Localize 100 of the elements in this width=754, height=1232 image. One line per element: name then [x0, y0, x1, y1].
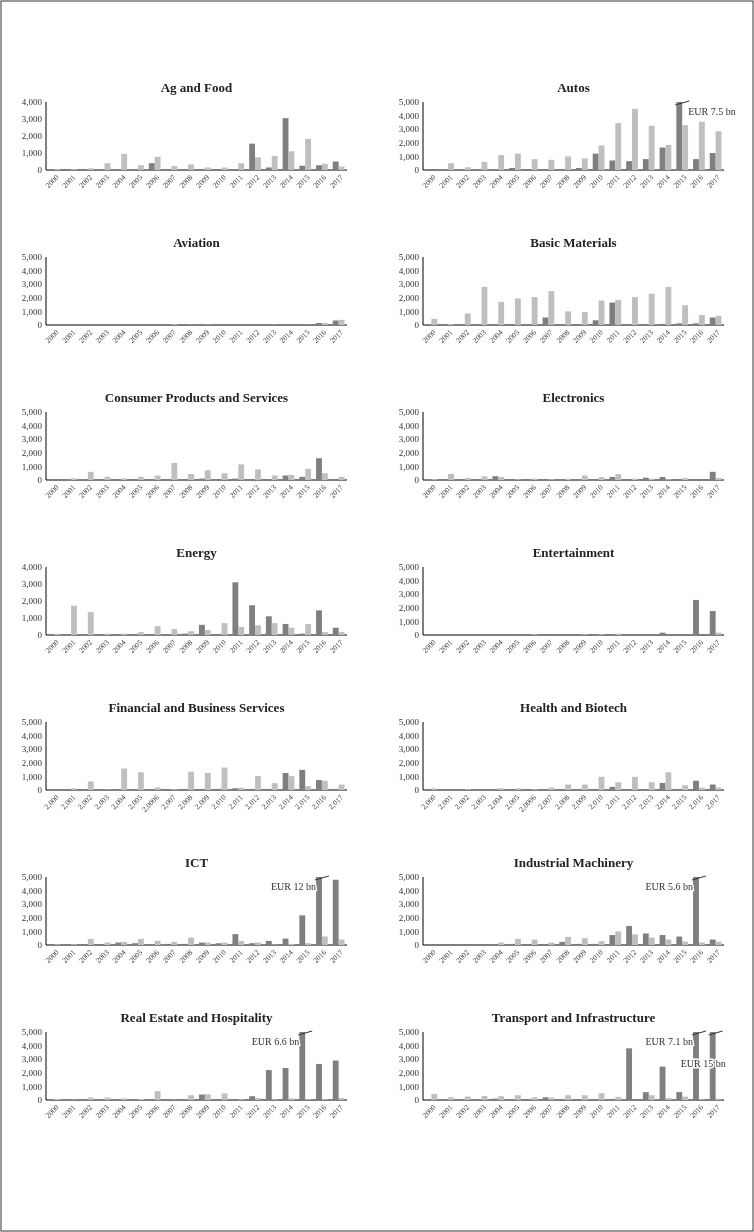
y-tick-label: 2,000 — [398, 912, 420, 923]
bar — [464, 477, 471, 480]
bar — [316, 458, 322, 480]
chart-title: Autos — [557, 80, 590, 95]
y-tick-label: 1,000 — [21, 926, 43, 937]
y-tick-label: 1,000 — [398, 461, 420, 472]
bar — [238, 464, 245, 480]
y-tick-label: 4,000 — [398, 110, 420, 121]
y-tick-label: 2,000 — [398, 292, 420, 303]
chart-title: Consumer Products and Services — [104, 390, 289, 405]
y-tick-label: 0 — [37, 785, 43, 796]
bar — [531, 159, 538, 170]
y-tick-label: 5,000 — [398, 717, 420, 728]
y-tick-label: 3,000 — [398, 434, 420, 445]
bar — [332, 1060, 339, 1100]
bar — [87, 938, 94, 945]
bar — [316, 780, 322, 790]
y-tick-label: 5,000 — [398, 1027, 420, 1038]
bar — [332, 879, 339, 945]
y-tick-label: 5,000 — [21, 717, 43, 728]
bar — [648, 782, 655, 790]
y-tick-label: 5,000 — [398, 562, 420, 573]
y-tick-label: 1,000 — [21, 461, 43, 472]
chart-title: Health and Biotech — [520, 700, 628, 715]
y-tick-label: 3,000 — [21, 434, 43, 445]
y-tick-label: 4,000 — [398, 575, 420, 586]
bar — [615, 931, 622, 945]
bar — [188, 473, 194, 480]
chart-title: Real Estate and Hospitality — [120, 1010, 274, 1025]
bar — [249, 605, 256, 635]
bar — [288, 474, 295, 480]
bar — [321, 936, 328, 945]
y-tick-label: 2,000 — [398, 137, 420, 148]
bar — [592, 320, 599, 325]
bar — [255, 469, 261, 480]
bar — [609, 786, 616, 790]
bar — [137, 476, 144, 480]
bar — [514, 938, 521, 945]
y-tick-label: 3,000 — [398, 124, 420, 135]
y-tick-label: 0 — [37, 630, 43, 641]
bar — [609, 935, 616, 945]
bar — [581, 784, 588, 790]
bar — [626, 925, 633, 945]
y-tick-label: 3,000 — [21, 279, 43, 290]
bar — [498, 477, 505, 480]
bar — [271, 475, 278, 480]
annotation: EUR 7.1 bn — [645, 1036, 693, 1047]
y-tick-label: 3,000 — [21, 744, 43, 755]
bar — [565, 1095, 571, 1100]
bar — [255, 157, 261, 170]
bar — [615, 299, 622, 325]
y-tick-label: 3,000 — [398, 589, 420, 600]
bar — [498, 1096, 505, 1100]
bar — [332, 161, 339, 170]
bar — [288, 151, 295, 170]
bar — [271, 623, 278, 635]
bar — [693, 780, 699, 790]
bar — [265, 167, 272, 170]
bar — [204, 1094, 211, 1100]
y-tick-label: 4,000 — [398, 265, 420, 276]
bar — [171, 941, 178, 945]
bar — [87, 471, 94, 480]
y-tick-label: 2,000 — [398, 1067, 420, 1078]
y-tick-label: 2,000 — [21, 757, 43, 768]
bar — [709, 153, 716, 170]
chart-title: Industrial Machinery — [513, 855, 634, 870]
y-tick-label: 1,000 — [398, 771, 420, 782]
bar — [632, 297, 638, 325]
bar — [682, 477, 689, 480]
chart-title: Ag and Food — [160, 80, 234, 95]
bar — [321, 780, 328, 790]
bar — [648, 125, 655, 170]
chart-title: Energy — [176, 545, 218, 560]
bar — [448, 473, 454, 480]
bar — [265, 1070, 272, 1100]
bar — [682, 785, 689, 790]
y-tick-label: 2,000 — [21, 912, 43, 923]
bar — [492, 476, 499, 480]
bar — [316, 165, 322, 170]
bar — [676, 102, 683, 170]
bar — [299, 915, 306, 945]
bar — [137, 772, 144, 790]
bar — [676, 936, 683, 945]
y-tick-label: 0 — [37, 475, 43, 486]
bar — [265, 616, 272, 635]
y-tick-label: 0 — [414, 630, 420, 641]
y-tick-label: 0 — [414, 1095, 420, 1106]
bar — [255, 625, 261, 635]
y-tick-label: 5,000 — [398, 407, 420, 418]
y-tick-label: 4,000 — [21, 97, 43, 108]
y-tick-label: 5,000 — [21, 872, 43, 883]
bar — [609, 302, 616, 325]
bar — [464, 1096, 471, 1100]
bar — [171, 463, 178, 480]
bar — [137, 632, 144, 635]
y-tick-label: 2,000 — [398, 602, 420, 613]
bar — [299, 1032, 306, 1100]
y-tick-label: 2,000 — [21, 292, 43, 303]
bar — [271, 783, 278, 790]
bar — [709, 317, 716, 325]
